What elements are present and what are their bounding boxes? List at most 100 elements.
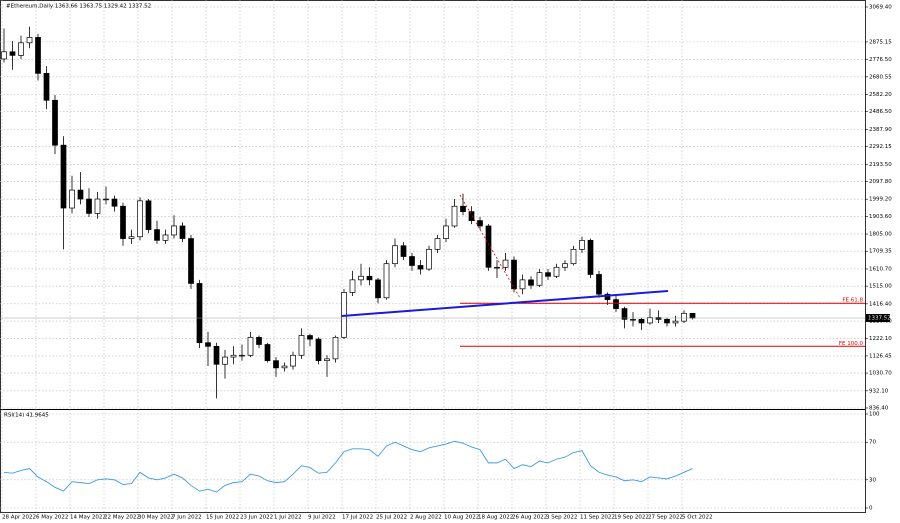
- candle-body: [103, 198, 109, 201]
- y-tick-label: 3069.40: [869, 5, 892, 11]
- x-tick-label: 10 Aug 2022: [444, 515, 479, 521]
- candle-body: [18, 42, 24, 56]
- candle-body: [528, 279, 534, 286]
- y-tick-label: 1515.00: [869, 284, 892, 290]
- candle-body: [111, 198, 118, 207]
- candle-body: [43, 72, 50, 101]
- candle-body: [375, 279, 381, 299]
- candle-body: [273, 360, 279, 369]
- candle-body: [468, 211, 475, 221]
- candle-body: [426, 248, 432, 270]
- candle-body: [672, 320, 679, 324]
- candle-body: [443, 225, 449, 239]
- candle-body: [128, 236, 135, 239]
- y-tick-label: 1903.60: [869, 214, 892, 220]
- candle-body: [494, 266, 500, 269]
- candle-body: [162, 234, 169, 241]
- y-tick-label: 1030.70: [869, 371, 892, 377]
- y-tick-label: 2292.15: [869, 144, 892, 150]
- candle-body: [315, 338, 322, 362]
- candle-body: [587, 239, 594, 275]
- candle-body: [205, 342, 211, 347]
- candle-body: [290, 354, 296, 367]
- candle-body: [485, 225, 492, 268]
- candle-body: [52, 99, 58, 146]
- candle-body: [621, 308, 628, 320]
- candle-body: [358, 275, 364, 281]
- y-tick-label: 30: [869, 477, 876, 483]
- candle-body: [26, 37, 33, 44]
- x-tick-label: 3 Sep 2022: [546, 515, 577, 521]
- candle-body: [349, 279, 356, 293]
- y-tick-label: 1222.10: [869, 336, 892, 342]
- last-price-tag: [866, 314, 890, 323]
- x-tick-label: 7 Jun 2022: [172, 515, 202, 521]
- candle-body: [256, 336, 262, 345]
- y-tick-label: 2097.80: [869, 179, 892, 185]
- candle-body: [638, 319, 645, 324]
- candle-body: [689, 312, 696, 319]
- last-price-label: 1337.52: [868, 316, 891, 322]
- candle-body: [664, 319, 670, 324]
- x-tick-label: 26 Aug 2022: [512, 515, 547, 521]
- candle-body: [596, 274, 602, 295]
- candle-body: [681, 312, 687, 322]
- candle-body: [511, 259, 517, 290]
- candle-body: [307, 335, 313, 340]
- candle-body: [579, 239, 585, 250]
- candle-body: [239, 354, 245, 357]
- candle-body: [655, 317, 662, 320]
- y-tick-label: 1999.20: [869, 197, 892, 203]
- candle-body: [647, 317, 653, 324]
- candle-body: [519, 279, 526, 290]
- x-tick-label: 19 Sep 2022: [614, 515, 649, 521]
- candle-body: [417, 265, 424, 270]
- x-tick-label: 28 Apr 2022: [2, 515, 36, 521]
- x-tick-label: 11 Sep 2022: [580, 515, 615, 521]
- candle-body: [536, 272, 543, 286]
- plot-frame: [0, 0, 866, 513]
- x-tick-label: 27 Sep 2022: [648, 515, 683, 521]
- y-tick-label: 2387.90: [869, 127, 892, 133]
- y-tick-label: 70: [869, 440, 876, 446]
- candle-body: [247, 336, 254, 356]
- candle-body: [222, 356, 228, 365]
- candle-body: [434, 238, 441, 250]
- candle-body: [545, 272, 551, 277]
- candle-body: [553, 266, 560, 277]
- candle-body: [477, 220, 483, 227]
- candle-body: [400, 245, 407, 257]
- candle-body: [9, 51, 16, 56]
- y-tick-label: 2486.50: [869, 109, 892, 115]
- y-tick-label: 0: [869, 506, 873, 512]
- candle-body: [562, 263, 568, 268]
- y-tick-label: 2193.50: [869, 162, 892, 168]
- x-tick-label: 6 May 2022: [36, 515, 68, 521]
- candle-body: [392, 245, 398, 265]
- candle-body: [460, 205, 466, 212]
- candle-body: [383, 263, 390, 299]
- y-tick-label: 1126.45: [869, 353, 892, 359]
- candle-body: [86, 198, 92, 214]
- x-tick-label: 14 May 2022: [70, 515, 106, 521]
- x-tick-label: 23 Jun 2022: [240, 515, 273, 521]
- candle-body: [137, 200, 143, 238]
- candle-body: [264, 344, 271, 362]
- x-tick-label: 2 Aug 2022: [410, 515, 442, 521]
- x-tick-label: 22 May 2022: [104, 515, 140, 521]
- candle-body: [604, 293, 611, 300]
- candle-body: [332, 336, 339, 360]
- y-tick-label: 836.40: [869, 406, 889, 412]
- candle-body: [298, 335, 305, 356]
- x-tick-label: 18 Aug 2022: [478, 515, 513, 521]
- candle-body: [145, 200, 152, 230]
- x-tick-label: 30 May 2022: [138, 515, 174, 521]
- level-label: FE 100.0: [839, 341, 864, 347]
- chart-title: #Ethereum,Daily 1363.66 1363.75 1329.42 …: [6, 4, 151, 10]
- rsi-line: [3, 440, 693, 493]
- y-tick-label: 2680.55: [869, 74, 892, 80]
- y-tick-label: 2582.20: [869, 92, 892, 98]
- candle-body: [213, 345, 220, 365]
- y-tick-label: 1610.70: [869, 266, 892, 272]
- y-tick-label: 1416.40: [869, 301, 892, 307]
